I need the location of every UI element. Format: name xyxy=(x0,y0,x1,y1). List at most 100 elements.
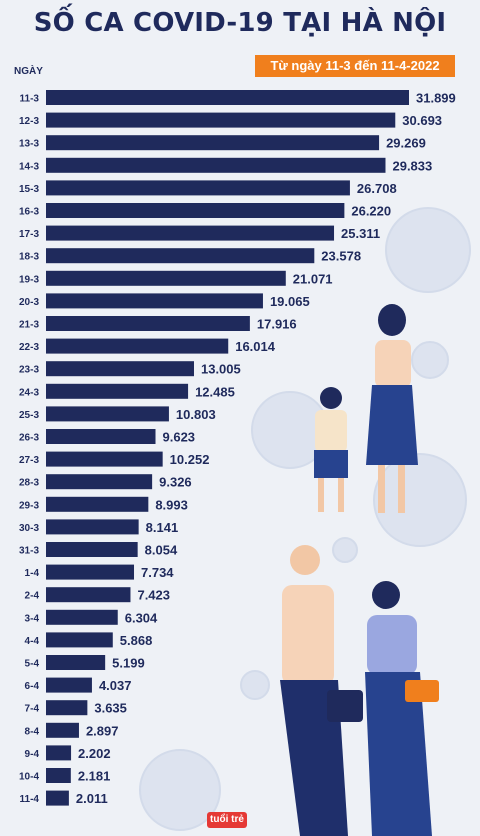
category-label: 6-4 xyxy=(25,681,40,692)
value-label: 8.054 xyxy=(145,543,178,558)
category-label: 24-3 xyxy=(19,387,39,398)
bar xyxy=(46,248,315,264)
bar xyxy=(46,519,139,535)
value-label: 5.199 xyxy=(112,656,145,671)
category-label: 20-3 xyxy=(19,297,39,308)
bar xyxy=(46,677,92,693)
value-label: 5.868 xyxy=(120,633,153,648)
category-label: 7-4 xyxy=(25,704,40,715)
category-label: 28-3 xyxy=(19,478,39,489)
bar xyxy=(46,180,350,196)
value-label: 12.485 xyxy=(195,384,235,399)
man-figure xyxy=(280,545,363,836)
bar xyxy=(46,632,113,648)
bar xyxy=(46,90,409,105)
category-label: 22-3 xyxy=(19,342,39,353)
woman-figure xyxy=(366,304,418,513)
value-label: 6.304 xyxy=(125,610,158,625)
bar xyxy=(46,451,163,467)
category-label: 11-4 xyxy=(20,794,40,805)
chart-title: SỐ CA COVID-19 TẠI HÀ NỘI xyxy=(33,8,447,38)
bar xyxy=(46,361,194,377)
category-label: 29-3 xyxy=(19,500,39,511)
value-label: 29.833 xyxy=(392,158,432,173)
value-label: 7.734 xyxy=(141,565,174,580)
value-label: 21.071 xyxy=(293,271,333,286)
bar xyxy=(46,474,153,490)
value-label: 8.141 xyxy=(146,520,179,535)
value-label: 26.220 xyxy=(351,204,391,219)
bar xyxy=(46,609,118,625)
value-label: 4.037 xyxy=(99,678,132,693)
category-label: 18-3 xyxy=(19,252,39,263)
value-label: 29.269 xyxy=(386,136,426,151)
woman-with-phone-figure xyxy=(365,581,439,836)
value-label: 19.065 xyxy=(270,294,310,309)
category-label: 15-3 xyxy=(19,184,39,195)
bar xyxy=(46,700,88,716)
value-label: 3.635 xyxy=(94,701,127,716)
category-label: 26-3 xyxy=(19,433,39,444)
bar xyxy=(46,135,380,151)
bar xyxy=(46,270,286,286)
bar xyxy=(46,383,189,399)
category-label: 1-4 xyxy=(25,568,40,579)
category-label: 17-3 xyxy=(19,229,39,240)
bar xyxy=(46,496,149,512)
category-label: 12-3 xyxy=(19,116,39,127)
category-label: 25-3 xyxy=(19,410,39,421)
category-label: 19-3 xyxy=(19,274,39,285)
bar xyxy=(46,745,72,761)
value-label: 9.623 xyxy=(163,430,196,445)
category-label: 4-4 xyxy=(25,636,40,647)
category-label: 27-3 xyxy=(19,455,39,466)
value-label: 2.011 xyxy=(76,791,108,806)
bar xyxy=(46,316,250,331)
bar xyxy=(46,790,69,806)
category-label: 5-4 xyxy=(25,659,40,670)
category-label: 30-3 xyxy=(19,523,39,534)
value-label: 2.202 xyxy=(78,746,111,761)
y-axis-title: NGÀY xyxy=(14,66,43,77)
category-label: 3-4 xyxy=(25,613,40,624)
value-label: 31.899 xyxy=(416,91,456,106)
bar xyxy=(46,157,386,173)
bar xyxy=(46,203,345,218)
bar xyxy=(46,406,169,422)
bar xyxy=(46,338,229,354)
category-label: 14-3 xyxy=(19,161,39,172)
value-label: 10.803 xyxy=(176,407,216,422)
bar xyxy=(46,293,263,309)
value-label: 30.693 xyxy=(402,113,442,128)
value-label: 9.326 xyxy=(159,475,192,490)
value-label: 2.181 xyxy=(78,769,111,784)
bar xyxy=(46,542,138,557)
bar xyxy=(46,225,335,241)
category-label: 2-4 xyxy=(25,591,40,602)
bar xyxy=(46,655,106,670)
tuoi-tre-logo: tuổi trẻ xyxy=(207,812,247,828)
bar xyxy=(46,587,131,603)
value-label: 10.252 xyxy=(170,452,210,467)
bar xyxy=(46,112,396,128)
category-label: 13-3 xyxy=(19,139,39,150)
category-label: 23-3 xyxy=(19,365,39,376)
value-label: 8.993 xyxy=(155,497,188,512)
value-label: 7.423 xyxy=(137,588,170,603)
value-label: 16.014 xyxy=(235,339,276,354)
date-range-subtitle: Từ ngày 11-3 đến 11-4-2022 xyxy=(255,55,455,77)
value-label: 2.897 xyxy=(86,723,119,738)
bar xyxy=(46,429,156,444)
bar xyxy=(46,722,79,738)
bar xyxy=(46,564,135,580)
category-label: 11-3 xyxy=(20,94,40,105)
value-label: 25.311 xyxy=(341,226,380,241)
category-label: 9-4 xyxy=(25,749,40,760)
category-label: 8-4 xyxy=(25,726,40,737)
category-label: 10-4 xyxy=(19,772,39,783)
value-label: 17.916 xyxy=(257,317,297,332)
value-label: 13.005 xyxy=(201,362,241,377)
value-label: 23.578 xyxy=(321,249,361,264)
